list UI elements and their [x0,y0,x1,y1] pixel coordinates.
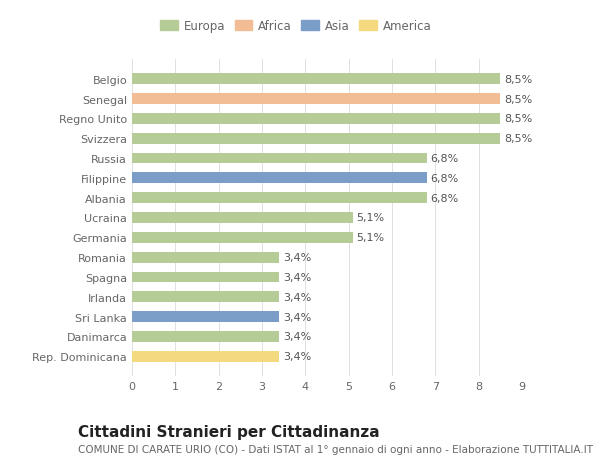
Text: 6,8%: 6,8% [430,154,458,164]
Text: 3,4%: 3,4% [283,252,311,263]
Text: 3,4%: 3,4% [283,352,311,362]
Bar [132,292,280,302]
Text: 6,8%: 6,8% [430,174,458,184]
Text: 3,4%: 3,4% [283,332,311,342]
Text: 5,1%: 5,1% [356,233,385,243]
Bar [132,272,280,283]
Bar [132,94,500,105]
Bar [132,213,353,224]
Bar [132,74,500,85]
Text: 3,4%: 3,4% [283,272,311,282]
Bar [132,134,500,144]
Bar [132,232,353,243]
Text: Cittadini Stranieri per Cittadinanza: Cittadini Stranieri per Cittadinanza [78,425,380,440]
Bar [132,173,427,184]
Text: 8,5%: 8,5% [504,114,532,124]
Bar [132,153,427,164]
Text: 8,5%: 8,5% [504,134,532,144]
Bar [132,351,280,362]
Bar [132,193,427,204]
Text: 3,4%: 3,4% [283,292,311,302]
Bar [132,114,500,124]
Bar [132,252,280,263]
Text: 6,8%: 6,8% [430,193,458,203]
Text: 5,1%: 5,1% [356,213,385,223]
Bar [132,331,280,342]
Text: 8,5%: 8,5% [504,94,532,104]
Legend: Europa, Africa, Asia, America: Europa, Africa, Asia, America [158,18,434,36]
Text: 3,4%: 3,4% [283,312,311,322]
Text: 8,5%: 8,5% [504,74,532,84]
Bar [132,312,280,322]
Text: COMUNE DI CARATE URIO (CO) - Dati ISTAT al 1° gennaio di ogni anno - Elaborazion: COMUNE DI CARATE URIO (CO) - Dati ISTAT … [78,444,593,454]
